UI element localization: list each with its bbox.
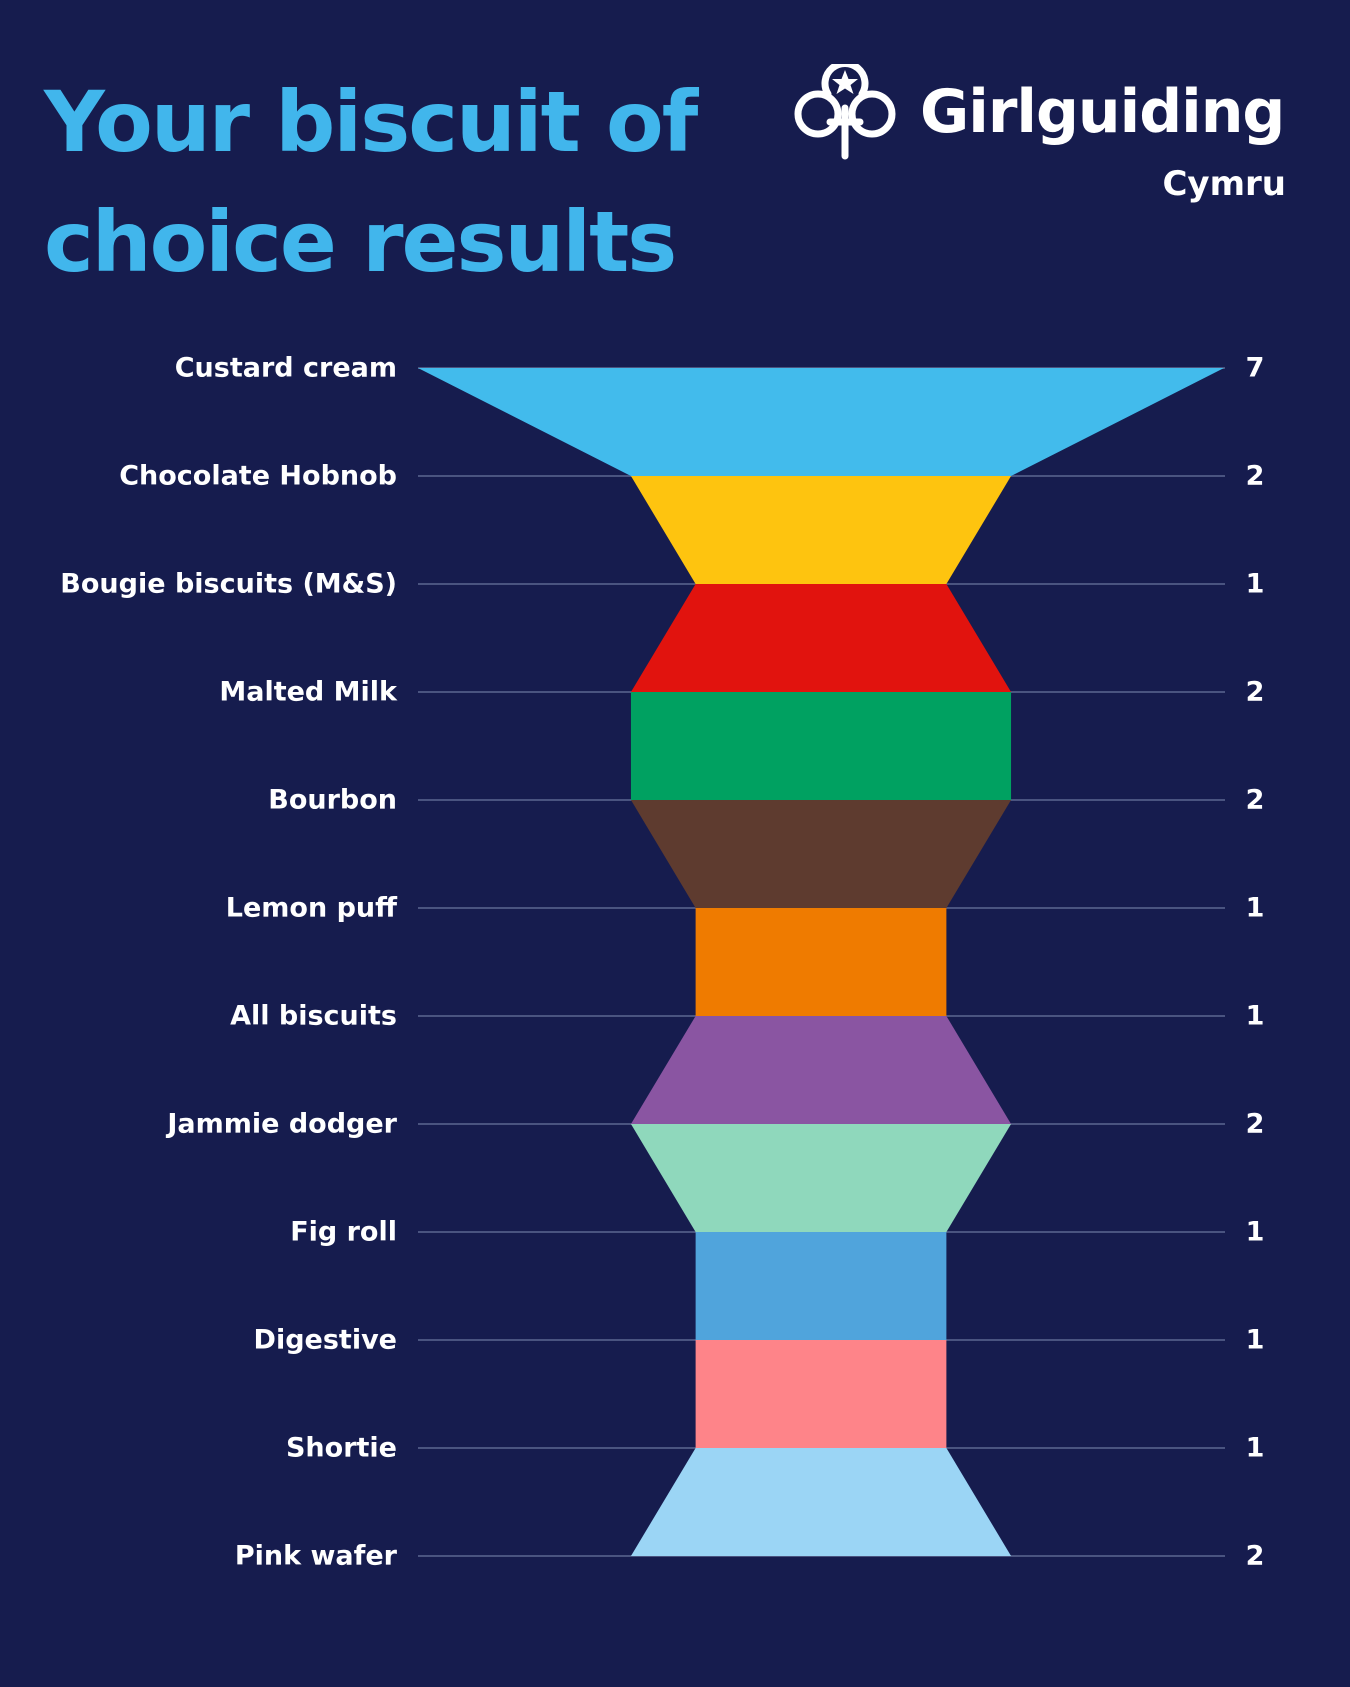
category-labels: Custard cream Chocolate Hobnob Bougie bisc… xyxy=(60,353,398,1572)
category-label: Digestive xyxy=(254,1325,397,1356)
value-label: 2 xyxy=(1246,1109,1265,1140)
category-label: Shortie xyxy=(286,1433,397,1464)
girlguiding-logo: Girlguiding Cymru xyxy=(790,58,1290,218)
funnel-segment xyxy=(630,1448,1012,1556)
funnel-segment xyxy=(418,368,1224,476)
funnel-segment xyxy=(630,584,1012,692)
funnel-segment xyxy=(695,908,947,1016)
category-label: Malted Milk xyxy=(219,677,398,708)
value-label: 1 xyxy=(1246,893,1265,924)
funnel-segment xyxy=(630,476,1012,584)
funnel-segment xyxy=(695,1232,947,1340)
value-label: 1 xyxy=(1246,1433,1265,1464)
value-labels: 7 2 1 2 2 1 1 2 1 1 1 2 xyxy=(1246,353,1265,1572)
category-label: Chocolate Hobnob xyxy=(119,461,397,492)
value-label: 2 xyxy=(1246,1541,1265,1572)
category-label: Pink wafer xyxy=(235,1541,398,1572)
value-label: 7 xyxy=(1246,353,1265,384)
funnel-segment xyxy=(695,1340,947,1448)
value-label: 1 xyxy=(1246,1001,1265,1032)
value-label: 1 xyxy=(1246,569,1265,600)
value-label: 2 xyxy=(1246,461,1265,492)
category-label: All biscuits xyxy=(230,1001,397,1032)
value-label: 1 xyxy=(1246,1325,1265,1356)
category-label: Jammie dodger xyxy=(165,1109,397,1140)
category-label: Custard cream xyxy=(175,353,397,384)
funnel-segment xyxy=(630,800,1012,908)
value-label: 2 xyxy=(1246,677,1265,708)
trefoil-star-icon xyxy=(794,64,896,160)
chart-title: Your biscuit of choice results xyxy=(44,73,698,291)
category-label: Fig roll xyxy=(290,1217,397,1248)
funnel-segment xyxy=(630,1016,1012,1124)
funnel-segments xyxy=(418,368,1224,1556)
value-label: 2 xyxy=(1246,785,1265,816)
funnel-segment xyxy=(630,1124,1012,1232)
value-label: 1 xyxy=(1246,1217,1265,1248)
category-label: Lemon puff xyxy=(226,893,398,924)
category-label: Bougie biscuits (M&S) xyxy=(60,569,397,600)
funnel-segment xyxy=(630,692,1012,800)
category-label: Bourbon xyxy=(268,785,397,816)
brand-name: Girlguiding xyxy=(920,77,1285,147)
brand-subtitle: Cymru xyxy=(1162,164,1286,204)
